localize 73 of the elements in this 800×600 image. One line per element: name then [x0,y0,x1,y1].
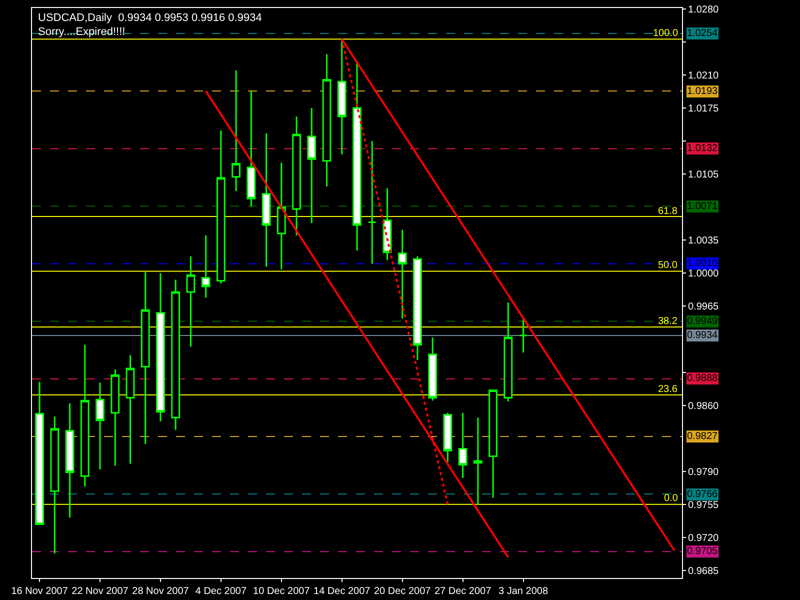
y-tick-label: 1.0280 [688,4,720,16]
x-tick-label: 27 Dec 2007 [434,586,492,597]
candlestick [473,416,482,506]
candlestick [428,336,438,402]
annotation: 100.0 [653,28,678,39]
ref-line-label: 1.0010 [687,258,718,269]
text: Sorry....Expired!!!! [38,26,126,38]
y-tick-label: 1.0175 [688,104,720,115]
candlestick [50,416,60,554]
ref-line-label: 0.9705 [687,546,718,557]
candlestick [368,140,377,264]
annotation: 23.6 [658,384,678,395]
annotation: 50.0 [658,260,678,271]
candlestick [216,130,226,284]
candlestick [413,255,422,361]
candlestick [398,229,407,320]
y-tick-label: 1.0000 [688,268,720,280]
y-tick-label: 0.9965 [688,302,720,313]
y-tick-label: 0.9755 [688,500,720,511]
candlestick [140,271,150,445]
candlestick [126,354,135,465]
candlestick [307,107,316,224]
candlestick [337,38,346,156]
ref-line-label: 0.9827 [687,431,718,442]
candlestick [322,53,332,188]
y-tick-label: 0.9685 [688,566,720,577]
candlestick [201,234,210,298]
ref-line-label: 1.0071 [687,201,718,212]
y-tick-label: 0.9790 [688,466,720,478]
candlestick [262,132,271,268]
annotation: 0.0 [664,493,678,504]
ref-line-label: 1.0132 [687,143,718,154]
x-tick-label: 28 Nov 2007 [132,586,190,597]
candlestick [96,382,104,470]
x-tick-label: 10 Dec 2007 [253,586,310,597]
x-tick-label: 3 Jan 2008 [498,586,548,597]
candlestick [352,60,362,252]
candlestick [488,389,498,499]
chart-title: USDCAD,Daily 0.9934 0.9953 0.9916 0.9934 [38,12,262,24]
candlestick [186,255,196,348]
ref-line-label: 0.9949 [687,316,718,327]
candlestick [458,412,468,479]
ref-line-label: 0.9888 [687,373,718,384]
x-tick-label: 14 Dec 2007 [314,586,371,597]
y-tick-label: 0.9720 [688,532,720,544]
candlestick [171,279,180,431]
candlestick [110,368,120,466]
candlestick [518,316,528,354]
y-tick-label: 1.0105 [688,170,720,181]
candlestick [443,412,452,463]
x-tick-label: 16 Nov 2007 [11,586,68,597]
candlestick [504,302,513,402]
candlestick [246,90,256,207]
annotation: 61.8 [658,206,678,217]
ref-line-label: 0.9766 [687,489,718,500]
ref-line-label: 0.9934 [687,330,718,341]
x-tick-label: 22 Nov 2007 [72,586,129,597]
y-tick-label: 1.0210 [688,70,720,82]
candlestick [65,402,74,518]
x-tick-label: 4 Dec 2007 [195,586,247,597]
candlestick [382,188,392,261]
candlestick [35,380,44,525]
x-tick-label: 20 Dec 2007 [374,586,432,597]
ref-line-label: 1.0254 [687,28,718,39]
candlestick [232,70,241,192]
y-tick-label: 0.9860 [688,400,720,412]
ref-line-label: 1.0193 [687,86,718,97]
candlestick [80,344,90,488]
y-tick-label: 1.0035 [688,236,720,247]
candlestick [292,116,301,236]
candlestick [156,272,165,422]
candlestick [276,162,286,270]
annotation: 38.2 [658,316,678,327]
